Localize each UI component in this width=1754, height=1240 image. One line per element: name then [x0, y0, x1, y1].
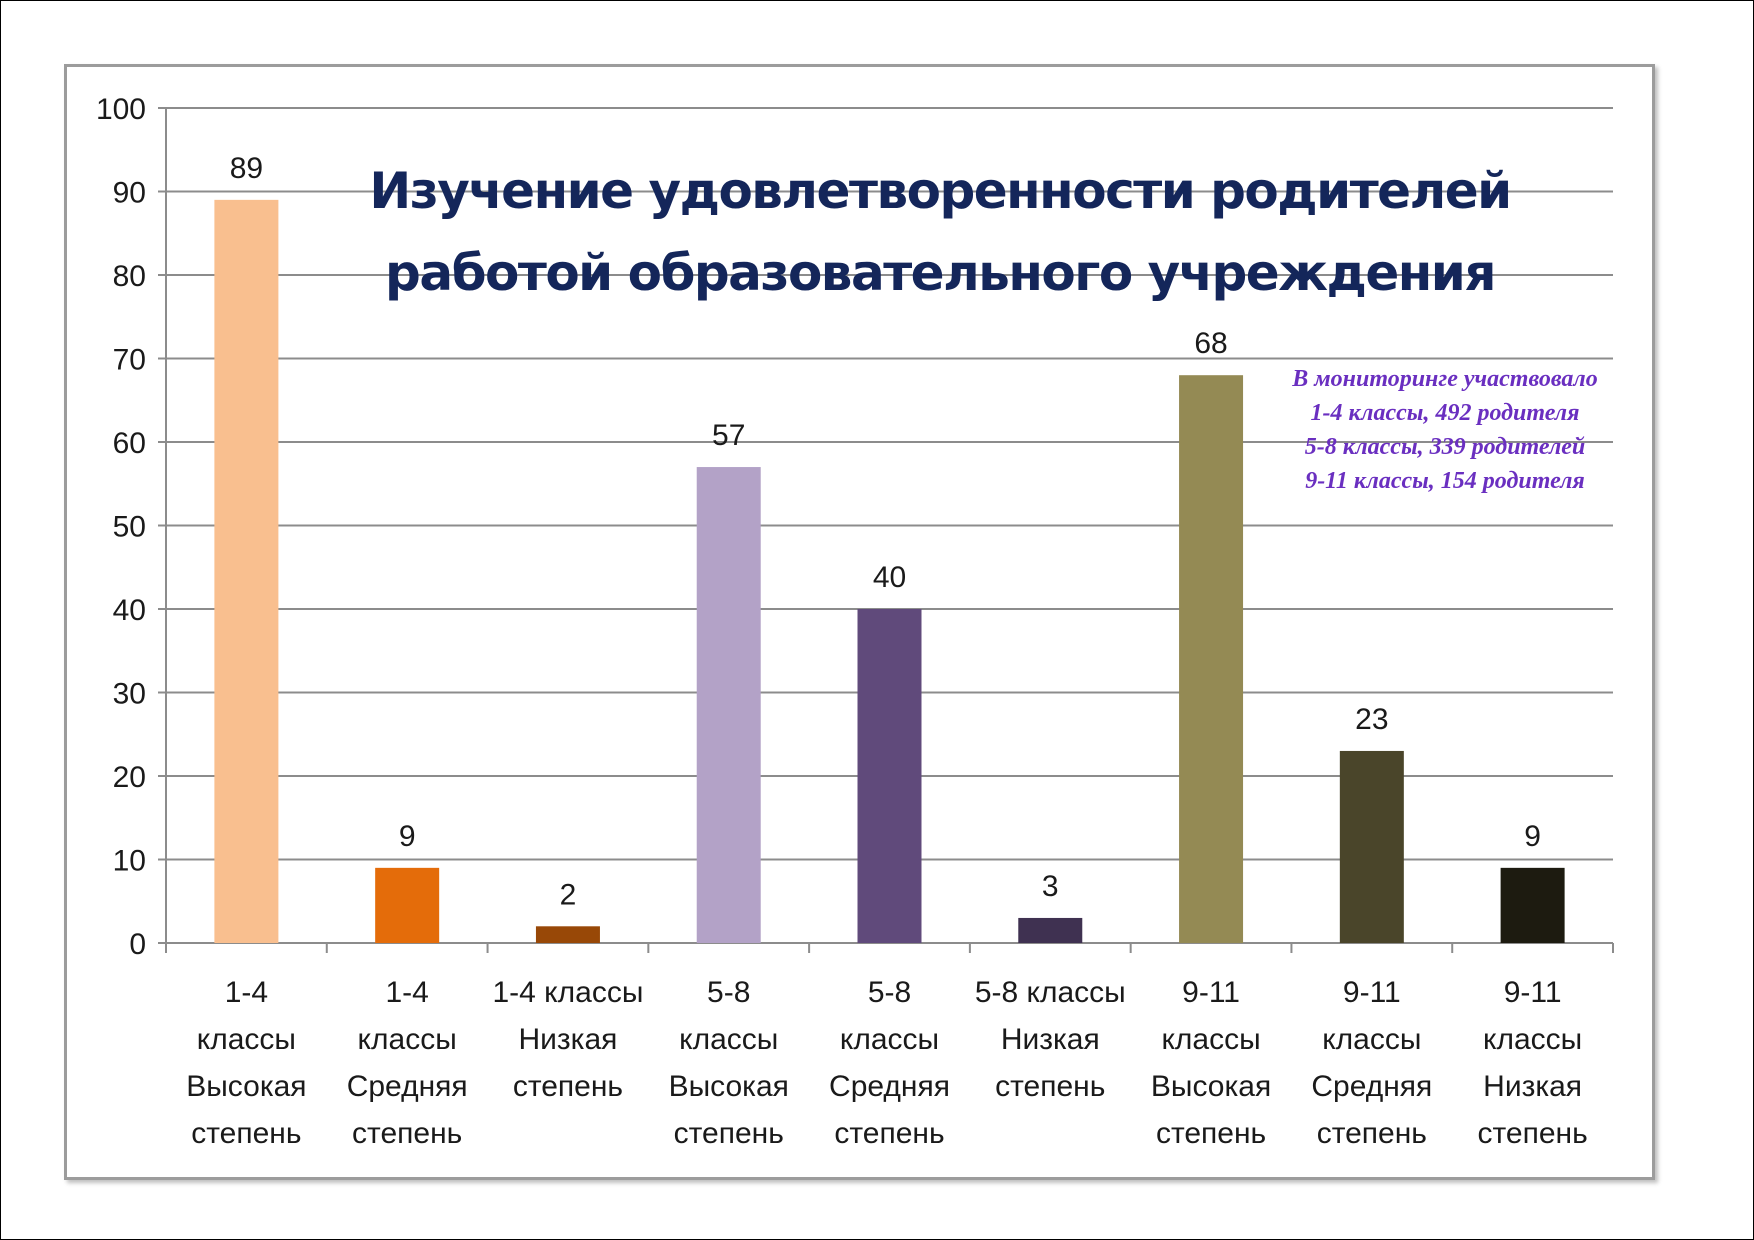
participants-note: В мониторинге участвовало 1-4 классы, 49…: [1240, 362, 1650, 498]
category-label-line: степень: [1317, 1117, 1427, 1150]
category-label-4: 5-8 классы Высокая степень: [669, 976, 789, 1150]
category-label-line: Средняя: [347, 1070, 468, 1103]
category-label-line: 1-4: [225, 976, 268, 1009]
y-tick-label: 30: [113, 678, 146, 711]
category-label-line: классы: [1483, 1023, 1582, 1056]
category-label-line: 1-4 классы: [492, 976, 643, 1009]
category-label-line: степень: [1478, 1117, 1588, 1150]
data-label-3: 2: [560, 878, 577, 911]
category-label-line: Высокая: [186, 1070, 306, 1103]
category-label-line: классы: [840, 1023, 939, 1056]
category-label-line: Низкая: [1483, 1070, 1582, 1103]
category-label-line: Средняя: [829, 1070, 950, 1103]
note-line-1: В мониторинге участвовало: [1292, 366, 1598, 392]
chart-frame: [64, 64, 1655, 1180]
bar-5: [857, 609, 922, 943]
y-tick-label: 0: [129, 928, 146, 961]
category-label-line: классы: [358, 1023, 457, 1056]
category-label-8: 9-11 классы Средняя степень: [1311, 976, 1432, 1150]
data-label-6: 3: [1042, 870, 1059, 903]
category-label-line: Высокая: [669, 1070, 789, 1103]
category-label-line: Средняя: [1311, 1070, 1432, 1103]
chart-title: Изучение удовлетворенности родителей раб…: [330, 150, 1550, 314]
category-label-line: 1-4: [385, 976, 428, 1009]
category-label-3: 1-4 классы Низкая степень: [492, 976, 643, 1103]
category-label-line: степень: [674, 1117, 784, 1150]
category-label-1: 1-4 классы Высокая степень: [186, 976, 306, 1150]
category-label-line: 5-8: [707, 976, 750, 1009]
data-label-8: 23: [1355, 703, 1388, 736]
note-line-4: 9-11 классы, 154 родителя: [1305, 468, 1585, 494]
category-label-5: 5-8 классы Средняя степень: [829, 976, 950, 1150]
y-tick-label: 10: [113, 845, 146, 878]
category-label-line: Низкая: [1001, 1023, 1100, 1056]
data-labels: 89 9 2 57 40 3 68 23 9: [230, 152, 1541, 911]
chart-title-line-2: работой образовательного учреждения: [385, 244, 1496, 302]
bars: [214, 199, 1565, 944]
bar-2: [375, 867, 440, 943]
y-tick-labels: 0 10 20 30 40 50 60 70 80 90 100: [96, 93, 146, 961]
bar-9: [1500, 867, 1565, 943]
note-line-3: 5-8 классы, 339 родителей: [1304, 434, 1586, 460]
category-label-line: классы: [197, 1023, 296, 1056]
category-label-line: степень: [352, 1117, 462, 1150]
category-label-2: 1-4 классы Средняя степень: [347, 976, 468, 1150]
category-label-line: степень: [834, 1117, 944, 1150]
category-label-line: 9-11: [1343, 976, 1401, 1009]
category-label-9: 9-11 классы Низкая степень: [1478, 976, 1588, 1150]
y-tick-label: 80: [113, 260, 146, 293]
data-label-9: 9: [1524, 820, 1541, 853]
category-label-line: классы: [679, 1023, 778, 1056]
category-label-line: степень: [513, 1070, 623, 1103]
bar-7: [1179, 375, 1244, 943]
category-label-6: 5-8 классы Низкая степень: [975, 976, 1126, 1103]
note-line-2: 1-4 классы, 492 родителя: [1310, 400, 1580, 426]
y-tick-label: 20: [113, 761, 146, 794]
category-label-7: 9-11 классы Высокая степень: [1151, 976, 1271, 1150]
bar-1: [214, 199, 279, 944]
y-tick-label: 90: [113, 177, 146, 210]
category-label-line: 9-11: [1504, 976, 1562, 1009]
bar-3: [535, 926, 600, 943]
category-label-line: классы: [1161, 1023, 1260, 1056]
bar-6: [1018, 917, 1083, 943]
y-tick-label: 100: [96, 93, 146, 126]
data-label-1: 89: [230, 152, 263, 185]
y-tick-label: 60: [113, 427, 146, 460]
y-tick-label: 50: [113, 511, 146, 544]
category-label-line: степень: [995, 1070, 1105, 1103]
category-label-line: 5-8: [868, 976, 911, 1009]
category-label-line: 9-11: [1182, 976, 1240, 1009]
y-tick-label: 70: [113, 344, 146, 377]
category-label-line: Низкая: [518, 1023, 617, 1056]
data-label-5: 40: [873, 561, 906, 594]
y-tick-label: 40: [113, 594, 146, 627]
chart-title-line-1: Изучение удовлетворенности родителей: [369, 162, 1512, 220]
data-label-4: 57: [712, 419, 745, 452]
bar-8: [1339, 750, 1404, 943]
data-label-2: 9: [399, 820, 416, 853]
category-label-line: степень: [1156, 1117, 1266, 1150]
data-label-7: 68: [1194, 327, 1227, 360]
bar-4: [696, 467, 761, 943]
category-label-line: 5-8 классы: [975, 976, 1126, 1009]
gridlines: [166, 107, 1613, 861]
x-tick-labels: 1-4 классы Высокая степень 1-4 классы Средняя с…: [186, 976, 1587, 1150]
category-label-line: Высокая: [1151, 1070, 1271, 1103]
category-label-line: степень: [191, 1117, 301, 1150]
category-label-line: классы: [1322, 1023, 1421, 1056]
